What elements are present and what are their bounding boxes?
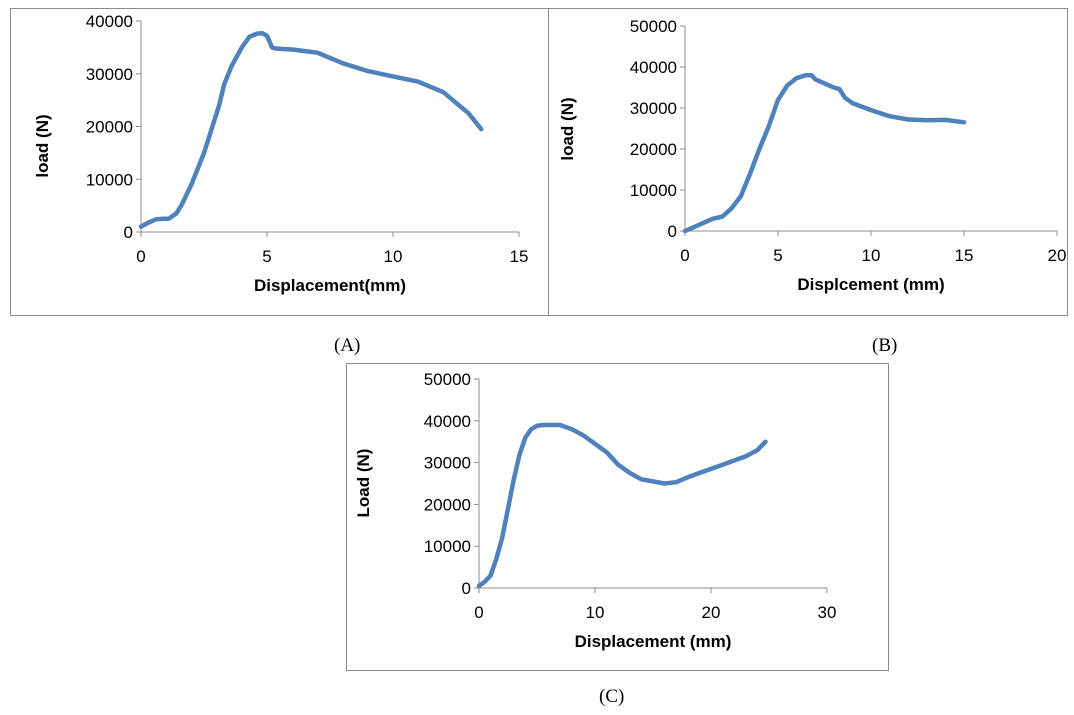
chart-b-y-tick-label: 30000 <box>630 99 677 118</box>
chart-a-y-tick-label: 10000 <box>86 170 133 189</box>
chart-c-y-tick-label: 50000 <box>424 370 471 389</box>
chart-c-y-tick-label: 20000 <box>424 495 471 514</box>
chart-b-y-tick-label: 10000 <box>630 181 677 200</box>
chart-c-series-line <box>476 422 768 589</box>
chart-a-x-tick-label: 10 <box>384 247 403 266</box>
chart-c-x-tick-label: 0 <box>474 603 483 622</box>
chart-panel-c: 0 10 20 30 0 10000 20000 30000 40000 50000 Displac… <box>346 363 889 671</box>
chart-c-svg: 0 10 20 30 0 10000 20000 30000 40000 50000 Displac… <box>354 370 837 651</box>
chart-b-y-axis-title: load (N) <box>558 97 577 160</box>
chart-a-svg: 0 5 10 15 0 10000 20000 30000 40000 Displacement(… <box>33 12 529 295</box>
chart-c-y-tick-label: 10000 <box>424 537 471 556</box>
chart-c-x-tick-label: 10 <box>586 603 605 622</box>
caption-b: (B) <box>872 335 898 356</box>
chart-b-x-axis-title: Displcement (mm) <box>797 275 944 294</box>
chart-a-x-tick-label: 15 <box>510 247 529 266</box>
chart-a-y-tick-label: 0 <box>124 223 133 242</box>
chart-a-x-axis-title: Displacement(mm) <box>254 276 406 295</box>
chart-a-x-tick-label: 5 <box>262 247 271 266</box>
chart-b-x-tick-label: 10 <box>862 246 881 265</box>
chart-b-x-tick-label: 5 <box>773 246 782 265</box>
chart-b-y-tick-label: 20000 <box>630 140 677 159</box>
chart-a-y-axis-title: load (N) <box>33 114 52 177</box>
chart-a-y-tick-label: 30000 <box>86 65 133 84</box>
chart-c-x-axis-title: Displacement (mm) <box>575 632 732 651</box>
chart-a-series-line <box>138 30 484 229</box>
chart-b-y-tick-label: 50000 <box>630 17 677 36</box>
chart-c-y-tick-label: 40000 <box>424 412 471 431</box>
chart-b-x-tick-label: 0 <box>680 246 689 265</box>
chart-b-x-tick-label: 20 <box>1048 246 1067 265</box>
caption-a: (A) <box>334 335 361 356</box>
caption-c: (C) <box>599 686 625 707</box>
chart-b-y-tick-label: 40000 <box>630 58 677 77</box>
chart-a-y-tick-label: 20000 <box>86 118 133 137</box>
chart-panel-a: 0 5 10 15 0 10000 20000 30000 40000 Displacement(… <box>10 8 549 316</box>
chart-b-svg: 0 5 10 15 20 0 10000 20000 30000 40000 50000 Displc… <box>558 17 1067 294</box>
chart-b-y-tick-label: 0 <box>668 222 677 241</box>
chart-c-y-tick-label: 0 <box>462 579 471 598</box>
chart-c-x-tick-label: 20 <box>702 603 721 622</box>
chart-a-x-tick-label: 0 <box>136 247 145 266</box>
chart-a-y-tick-label: 40000 <box>86 12 133 31</box>
chart-b-series-line <box>682 72 967 234</box>
chart-c-y-axis-title: Load (N) <box>354 449 373 518</box>
chart-c-x-tick-label: 30 <box>818 603 837 622</box>
chart-c-y-tick-label: 30000 <box>424 454 471 473</box>
chart-panel-b: 0 5 10 15 20 0 10000 20000 30000 40000 50000 Displc… <box>548 8 1068 316</box>
chart-b-x-tick-label: 15 <box>955 246 974 265</box>
